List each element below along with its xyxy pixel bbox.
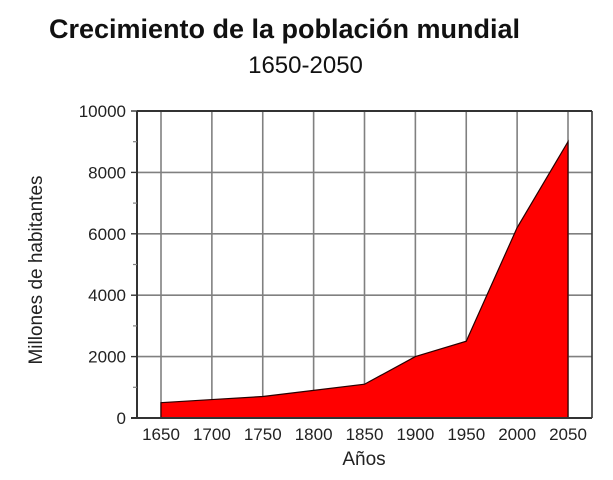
x-tick-label: 1800 — [295, 425, 333, 444]
x-tick-label: 1900 — [396, 425, 434, 444]
population-area — [160, 139, 569, 419]
x-tick-label: 1700 — [193, 425, 231, 444]
x-tick-label: 2050 — [549, 425, 587, 444]
x-tick-label: 1950 — [447, 425, 485, 444]
y-tick-label: 6000 — [88, 225, 126, 244]
x-tick-label: 1750 — [244, 425, 282, 444]
chart-title-text: Crecimiento de la población mundial — [48, 14, 521, 44]
y-axis-label: Millones de habitantes — [26, 175, 47, 364]
x-tick-label: 2000 — [498, 425, 536, 444]
y-tick-label: 4000 — [88, 286, 126, 305]
y-axis-ticks: 0 2000 4000 6000 8000 10000 — [79, 102, 137, 428]
chart-title: Crecimiento de la población mundial — [0, 14, 613, 45]
x-axis-ticks: 1650 1700 1750 1800 1850 1900 1950 2000 2050 — [142, 425, 587, 444]
y-tick-label: 0 — [117, 409, 126, 428]
x-tick-label: 1650 — [142, 425, 180, 444]
x-tick-label: 1850 — [346, 425, 384, 444]
y-tick-label: 8000 — [88, 163, 126, 182]
y-tick-label: 10000 — [79, 102, 126, 121]
y-tick-label: 2000 — [88, 348, 126, 367]
chart-subtitle-text: 1650-2050 — [248, 52, 363, 79]
x-axis-label: Años — [342, 449, 385, 470]
chart-subtitle: 1650-2050 — [0, 52, 613, 80]
